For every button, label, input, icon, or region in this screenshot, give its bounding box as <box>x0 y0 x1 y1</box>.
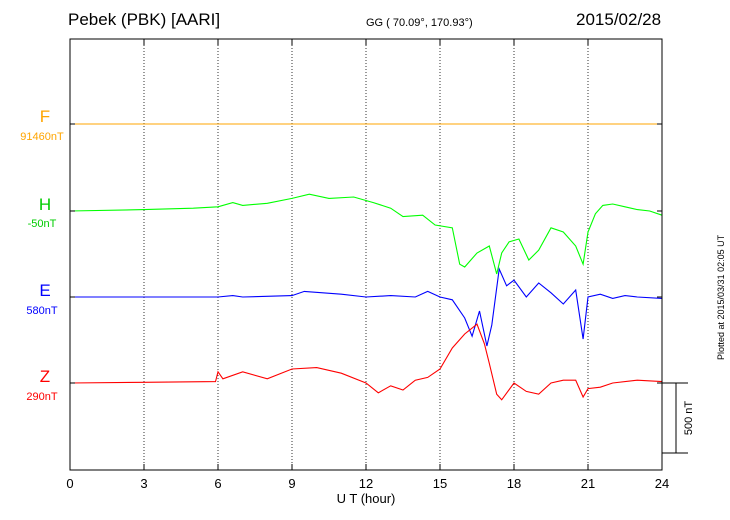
x-tick-label: 18 <box>507 476 521 491</box>
plotted-timestamp: Plotted at 2015/03/31 02:05 UT <box>716 234 726 360</box>
x-tick-label: 3 <box>140 476 147 491</box>
scale-bar: 500 nT <box>662 382 695 454</box>
trace-z <box>69 323 663 401</box>
axis-ticks: 0 3 6 9 12 15 18 21 24 U T (hour) <box>66 39 669 506</box>
chart-date: 2015/02/28 <box>576 10 662 29</box>
traces <box>69 123 663 401</box>
trace-e <box>70 266 663 347</box>
component-label-h: H <box>38 195 52 214</box>
component-label-f: F <box>39 107 51 126</box>
x-tick-label: 24 <box>655 476 669 491</box>
station-title: Pebek (PBK) [AARI] <box>68 10 221 29</box>
baseline-label-h: -50nT <box>27 218 57 230</box>
x-tick-label: 0 <box>66 476 73 491</box>
x-axis-label: U T (hour) <box>337 491 396 506</box>
x-tick-label: 21 <box>581 476 595 491</box>
baseline-label-e: 580nT <box>26 305 58 317</box>
component-label-z: Z <box>39 367 51 386</box>
geographic-coordinates: GG ( 70.09°, 170.93°) <box>366 17 473 29</box>
baseline-label-z: 290nT <box>26 391 58 403</box>
component-label-e: E <box>39 281 51 300</box>
scale-bar-label: 500 nT <box>683 401 695 436</box>
x-tick-label: 12 <box>359 476 373 491</box>
x-tick-label: 15 <box>433 476 447 491</box>
x-tick-label: 6 <box>214 476 221 491</box>
x-tick-label: 9 <box>288 476 295 491</box>
baseline-label-f: 91460nT <box>20 131 64 143</box>
trace-h <box>69 193 663 275</box>
grid-lines <box>143 39 589 470</box>
